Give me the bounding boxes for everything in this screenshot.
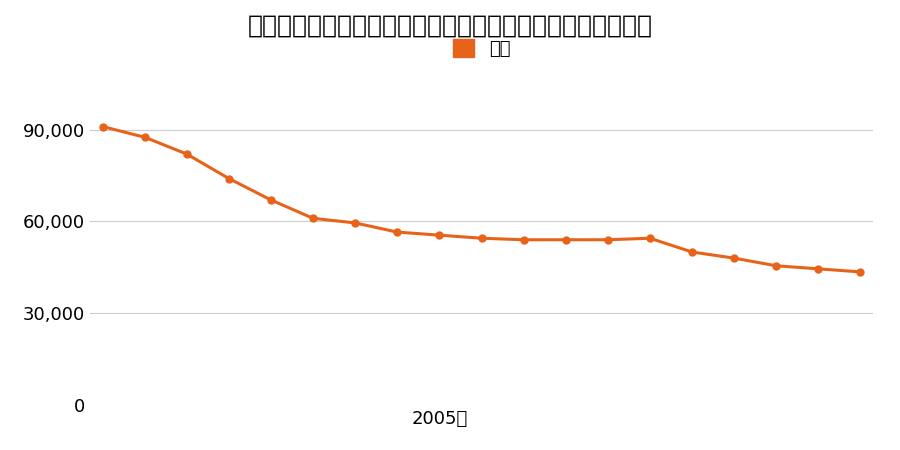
Legend: 価格: 価格	[446, 32, 518, 65]
Text: 滋賀県大津市南郷６丁目字岡ノ平１０８５番３３の地価推移: 滋賀県大津市南郷６丁目字岡ノ平１０８５番３３の地価推移	[248, 14, 652, 37]
